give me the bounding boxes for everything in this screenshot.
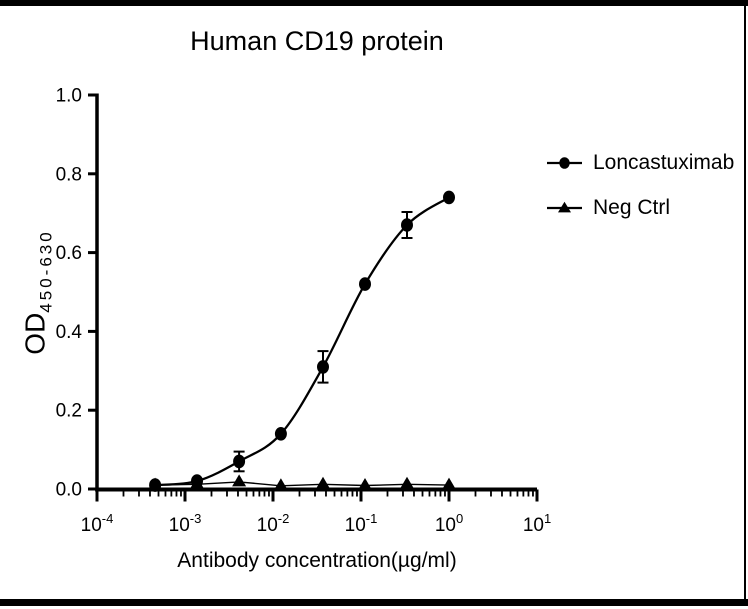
x-tick-label: 100 — [435, 511, 463, 536]
triangle-marker-icon — [547, 201, 582, 213]
x-tick-label: 101 — [523, 511, 551, 536]
y-tick-label: 0.4 — [56, 322, 83, 343]
legend-item-neg-ctrl: Neg Ctrl — [546, 195, 734, 221]
circle-marker-icon — [547, 157, 582, 169]
chart-title: Human CD19 protein — [190, 26, 444, 56]
y-axis-label-subscript: 450-630 — [36, 229, 56, 313]
legend-item-loncastuximab: Loncastuximab — [546, 150, 734, 176]
frame-border-right — [744, 0, 746, 606]
y-tick-label: 0.8 — [56, 164, 82, 185]
legend: Loncastuximab Neg Ctrl — [546, 150, 734, 221]
y-tick-label: 0.6 — [56, 243, 82, 264]
y-axis-label-main: OD — [19, 312, 51, 355]
x-tick-label: 10-4 — [81, 511, 114, 536]
y-tick-label: 1.0 — [56, 86, 82, 107]
series-loncastuximab — [149, 190, 455, 492]
legend-label: Neg Ctrl — [593, 196, 671, 219]
frame-border-top — [0, 0, 748, 6]
x-tick-label: 10-2 — [257, 511, 290, 536]
axes — [88, 93, 539, 502]
x-tick-label: 10-1 — [345, 511, 378, 536]
y-axis-label: OD450-630 — [20, 229, 57, 354]
legend-label: Loncastuximab — [593, 151, 735, 174]
x-axis-label: Antibody concentration(µg/ml) — [177, 549, 457, 572]
y-tick-label: 0.2 — [56, 401, 82, 422]
x-tick-label: 10-3 — [169, 511, 202, 536]
frame-border-bottom — [0, 599, 748, 606]
y-tick-label: 0.0 — [56, 480, 82, 501]
